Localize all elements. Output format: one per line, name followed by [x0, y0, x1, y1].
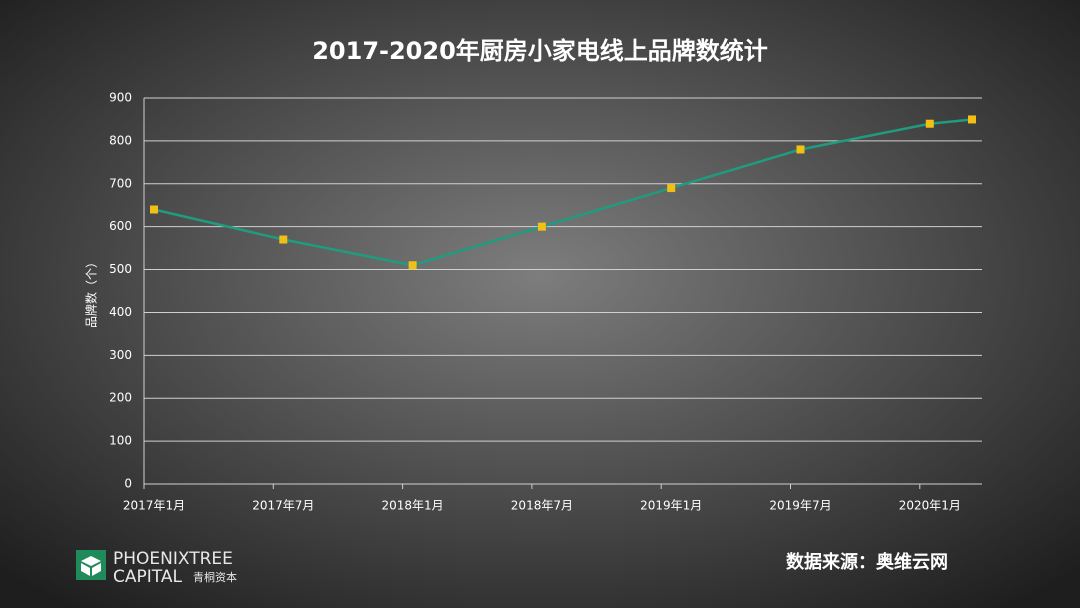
marker [667, 184, 676, 193]
x-tick-label: 2017年1月 [123, 499, 185, 513]
y-tick-label: 900 [109, 91, 132, 105]
line [153, 118, 973, 267]
marker [968, 115, 976, 124]
logo-sub: CAPITAL [113, 567, 182, 587]
y-tick-label: 300 [109, 348, 132, 362]
marker [925, 119, 934, 128]
x-tick-label: 2018年7月 [511, 499, 573, 513]
y-tick-label: 100 [109, 434, 132, 448]
x-tick-label: 2019年1月 [640, 499, 702, 513]
y-tick-label: 200 [109, 391, 132, 405]
x-tick-label: 2017年7月 [252, 499, 314, 513]
logo: PHOENIXTREE CAPITAL 青桐资本 [76, 549, 237, 587]
y-tick-label: 800 [109, 133, 132, 147]
source: 数据来源：奥维云网 [786, 551, 948, 573]
x-tick-label: 2020年1月 [899, 499, 961, 513]
y-tick-label: 400 [109, 305, 132, 319]
x-tick-label: 2018年1月 [382, 499, 444, 513]
marker [279, 235, 288, 244]
y-axis-label: 品牌数（个） [84, 256, 99, 328]
chart-title: 2017-2020年厨房小家电线上品牌数统计 [312, 37, 768, 65]
x-tick-label: 2019年7月 [769, 499, 831, 513]
y-tick-label: 600 [109, 219, 132, 233]
y-tick-label: 700 [109, 176, 132, 190]
logo-icon-shape [81, 556, 101, 576]
logo-name: PHOENIXTREE [113, 549, 233, 569]
marker [408, 261, 417, 270]
logo-cn: 青桐资本 [193, 570, 237, 584]
marker [796, 145, 805, 154]
marker [150, 205, 158, 214]
marker [537, 222, 546, 231]
y-tick-label: 0 [124, 477, 132, 491]
y-tick-label: 500 [109, 262, 132, 276]
